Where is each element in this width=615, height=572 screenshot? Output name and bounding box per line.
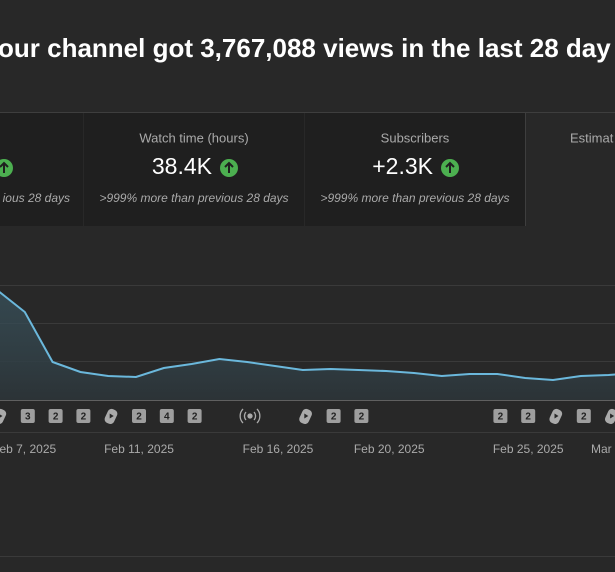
badge-box [76,409,91,423]
card-value: 38.4K [152,153,213,179]
badge-label: 2 [359,412,365,423]
badge-box [159,409,174,423]
arrow-up [441,159,459,177]
card[interactable] [84,113,304,226]
badge-label: 2 [53,412,59,423]
marker-badge[interactable]: 2 [493,409,508,423]
shorts-play [554,413,559,419]
shorts-icon [299,408,312,425]
grid [0,285,615,362]
badge-box [521,409,536,423]
marker-badge[interactable]: 2 [354,409,369,423]
badge-box [48,409,63,423]
x-tick-label: Feb 11, 2025 [104,442,174,456]
card-label: Subscribers [381,130,450,145]
marker-badge[interactable]: 2 [48,409,63,423]
shorts-play [0,414,3,418]
badge-box [20,409,35,423]
arrow-up [220,159,238,177]
badge-label: 2 [581,412,587,423]
marker-badge[interactable]: 4 [159,409,174,423]
x-tick-label: Feb 25, 2025 [493,442,564,456]
x-tick-label: Mar [591,442,612,456]
live-icon [239,408,261,424]
badge-label: 2 [136,412,142,423]
badge-box [576,409,591,423]
shorts-play [109,413,114,419]
badge-label: 2 [192,412,198,423]
card-label: Estimat [570,130,614,145]
marker-badge[interactable]: 3 [20,409,35,423]
area [0,292,615,400]
card-subtext: >999% more than previous 28 days [320,191,509,205]
card-subtext: >999% more than previous 28 days [99,191,288,205]
line [0,291,615,382]
x-tick-label: Feb 20, 2025 [354,442,425,456]
badge-label: 2 [498,412,504,423]
card[interactable] [0,113,83,226]
card[interactable] [526,113,615,226]
badge-box [132,409,146,423]
card-value: +2.3K [372,153,433,179]
marker-badge[interactable]: 2 [187,409,202,423]
title: our channel got 3,767,088 views in the l… [0,33,611,63]
marker-badge[interactable]: 2 [521,409,536,423]
arrow-up [0,159,13,177]
shorts-icon [549,408,563,425]
badge-box [354,409,369,423]
badge-label: 2 [331,412,337,423]
card-label: Watch time (hours) [139,130,248,145]
shorts-play [304,413,309,419]
badge-box [493,409,508,423]
badge-label: 4 [164,412,170,423]
card-subtext: ious 28 days [3,191,70,205]
badge-label: 2 [525,412,531,423]
x-tick-label: eb 7, 2025 [0,442,56,456]
x-tick-label: Feb 16, 2025 [243,442,314,456]
marker-badge[interactable]: 2 [576,409,591,423]
badge-box [187,409,202,423]
badge-box [326,409,341,423]
shorts-icon [0,408,7,425]
badge-label: 3 [25,412,31,423]
shorts-play [610,413,615,419]
shorts-icon [104,408,118,425]
shorts-icon [605,408,615,425]
marker-badge[interactable]: 2 [76,409,91,423]
shorts-shape [0,408,7,425]
marker-badge[interactable]: 2 [326,409,341,423]
badge-label: 2 [81,412,87,423]
card[interactable] [305,113,525,226]
marker-badge[interactable]: 2 [132,409,146,423]
